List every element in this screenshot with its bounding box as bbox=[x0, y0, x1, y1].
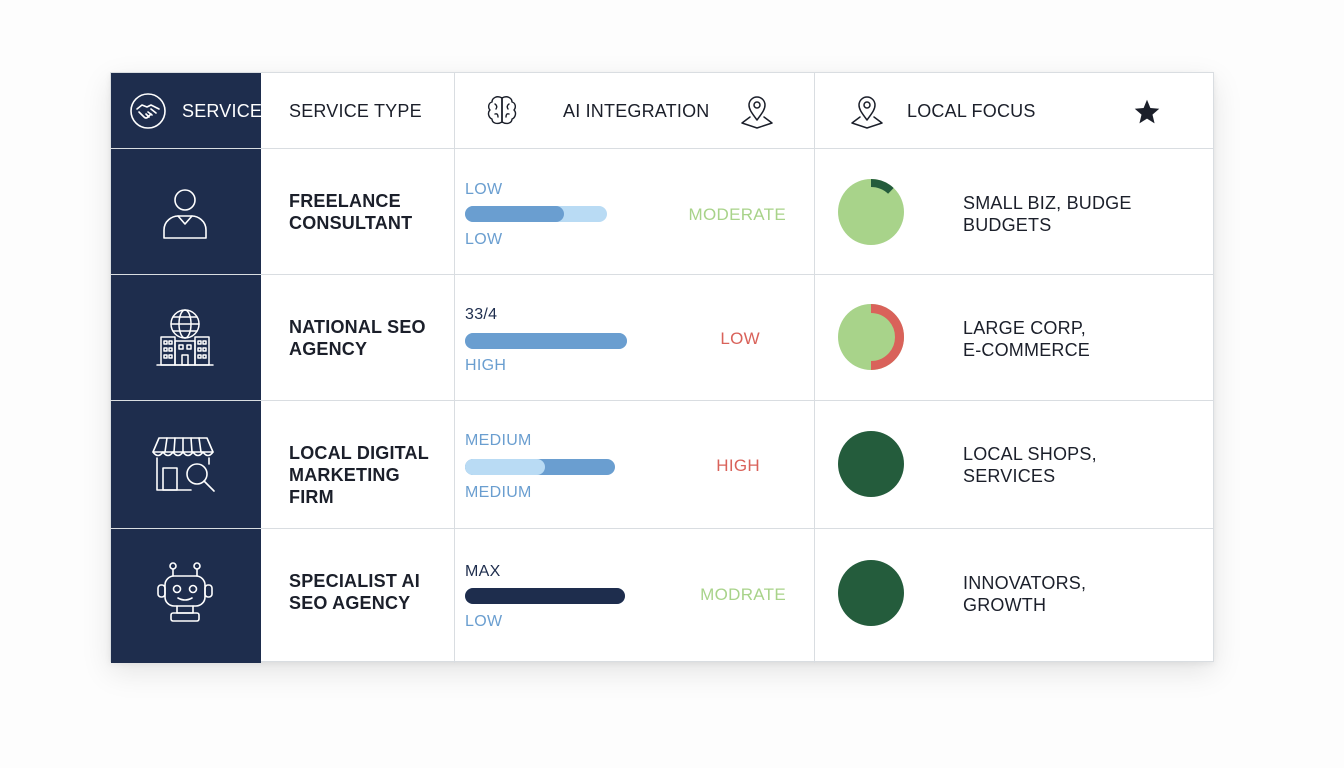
local-focus-label: LARGE CORP, E-COMMERCE bbox=[963, 318, 1090, 360]
header-service-type-label: SERVICE TYPE bbox=[289, 101, 422, 121]
row-type-cell: FREELANCE CONSULTANT bbox=[261, 149, 455, 274]
service-type-label: SPECIALIST AI SEO AGENCY bbox=[289, 571, 420, 613]
header-local-label: LOCAL FOCUS bbox=[907, 101, 1036, 121]
row-type-cell: LOCAL DIGITAL MARKETING FIRM bbox=[261, 401, 455, 528]
pie-slice bbox=[870, 179, 894, 194]
store-search-icon bbox=[152, 437, 215, 492]
ai-integration-bar-fill bbox=[465, 206, 565, 222]
comparison-table: SERVICE SERVICE TYPE AI INTEGRATION bbox=[110, 72, 1214, 663]
robot-icon bbox=[157, 562, 213, 622]
table-row: NATIONAL SEO AGENCY 33/4 HIGH LOW LARGE … bbox=[111, 275, 1213, 401]
ai-integration-bar bbox=[465, 459, 615, 475]
ai-integration-bar bbox=[465, 333, 627, 349]
header-row: SERVICE SERVICE TYPE AI INTEGRATION bbox=[111, 73, 1213, 149]
row-local-cell: LOCAL SHOPS, SERVICES bbox=[815, 401, 1213, 528]
person-icon bbox=[163, 189, 207, 239]
status-label: MODRATE bbox=[700, 585, 786, 604]
row-local-cell: SMALL BIZ, BUDGE BUDGETS bbox=[815, 149, 1213, 274]
ai-top-label: MAX bbox=[465, 563, 501, 580]
map-pin-icon bbox=[851, 96, 883, 129]
local-focus-pie bbox=[838, 179, 904, 245]
header-service-label: SERVICE bbox=[182, 101, 263, 121]
pie-slice bbox=[870, 304, 904, 370]
header-ai-label: AI INTEGRATION bbox=[563, 101, 710, 121]
status-label: MODERATE bbox=[688, 205, 786, 224]
row-icon-cell bbox=[111, 529, 261, 663]
ai-integration-bar-fill bbox=[465, 459, 545, 475]
row-ai-cell: LOW LOW MODERATE bbox=[455, 149, 815, 274]
row-type-cell: NATIONAL SEO AGENCY bbox=[261, 275, 455, 400]
star-icon bbox=[1134, 99, 1160, 124]
row-ai-cell: MAX LOW MODRATE bbox=[455, 529, 815, 663]
status-label: HIGH bbox=[716, 456, 760, 475]
row-ai-cell: MEDIUM MEDIUM HIGH bbox=[455, 401, 815, 528]
ai-top-label: 33/4 bbox=[465, 306, 498, 323]
ai-bottom-label: LOW bbox=[465, 231, 503, 248]
pie-slice bbox=[838, 304, 904, 370]
row-icon-cell bbox=[111, 275, 261, 400]
table-row: FREELANCE CONSULTANT LOW LOW MODERATE SM… bbox=[111, 149, 1213, 275]
ai-integration-bar-fill bbox=[465, 333, 627, 349]
row-type-cell: SPECIALIST AI SEO AGENCY bbox=[261, 529, 455, 663]
local-focus-label: LOCAL SHOPS, SERVICES bbox=[963, 444, 1097, 486]
pie-slice bbox=[838, 560, 904, 626]
service-type-label: FREELANCE CONSULTANT bbox=[289, 191, 413, 233]
row-ai-cell: 33/4 HIGH LOW bbox=[455, 275, 815, 400]
row-local-cell: LARGE CORP, E-COMMERCE bbox=[815, 275, 1213, 400]
header-local-cell: LOCAL FOCUS bbox=[815, 73, 1213, 148]
brain-icon bbox=[487, 96, 517, 125]
ai-bottom-label: MEDIUM bbox=[465, 484, 532, 501]
local-focus-pie bbox=[838, 304, 904, 370]
local-focus-pie bbox=[838, 431, 904, 497]
pie-slice bbox=[838, 431, 904, 497]
ai-bottom-label: LOW bbox=[465, 613, 503, 630]
row-icon-cell bbox=[111, 149, 261, 274]
local-focus-label: INNOVATORS, GROWTH bbox=[963, 573, 1087, 615]
local-focus-label: SMALL BIZ, BUDGE BUDGETS bbox=[963, 193, 1132, 235]
map-pin-icon bbox=[741, 96, 773, 129]
ai-integration-bar bbox=[465, 206, 607, 222]
status-label: LOW bbox=[720, 329, 760, 348]
header-service-cell: SERVICE bbox=[111, 73, 263, 148]
pie-slice bbox=[838, 179, 904, 245]
ai-top-label: MEDIUM bbox=[465, 432, 532, 449]
header-service-type-cell: SERVICE TYPE bbox=[261, 73, 455, 148]
local-focus-pie bbox=[838, 560, 904, 626]
service-type-label: LOCAL DIGITAL MARKETING FIRM bbox=[289, 443, 429, 507]
handshake-icon bbox=[130, 93, 166, 129]
ai-top-label: LOW bbox=[465, 181, 503, 198]
row-icon-cell bbox=[111, 401, 261, 528]
table-row: SPECIALIST AI SEO AGENCY MAX LOW MODRATE… bbox=[111, 529, 1213, 663]
service-type-label: NATIONAL SEO AGENCY bbox=[289, 317, 426, 359]
ai-bottom-label: HIGH bbox=[465, 357, 507, 374]
row-local-cell: INNOVATORS, GROWTH bbox=[815, 529, 1213, 663]
globe-building-icon bbox=[156, 309, 214, 366]
ai-integration-bar-fill bbox=[465, 588, 625, 604]
table-row: LOCAL DIGITAL MARKETING FIRM MEDIUM MEDI… bbox=[111, 401, 1213, 529]
ai-integration-bar bbox=[465, 588, 625, 604]
header-ai-cell: AI INTEGRATION bbox=[455, 73, 815, 148]
